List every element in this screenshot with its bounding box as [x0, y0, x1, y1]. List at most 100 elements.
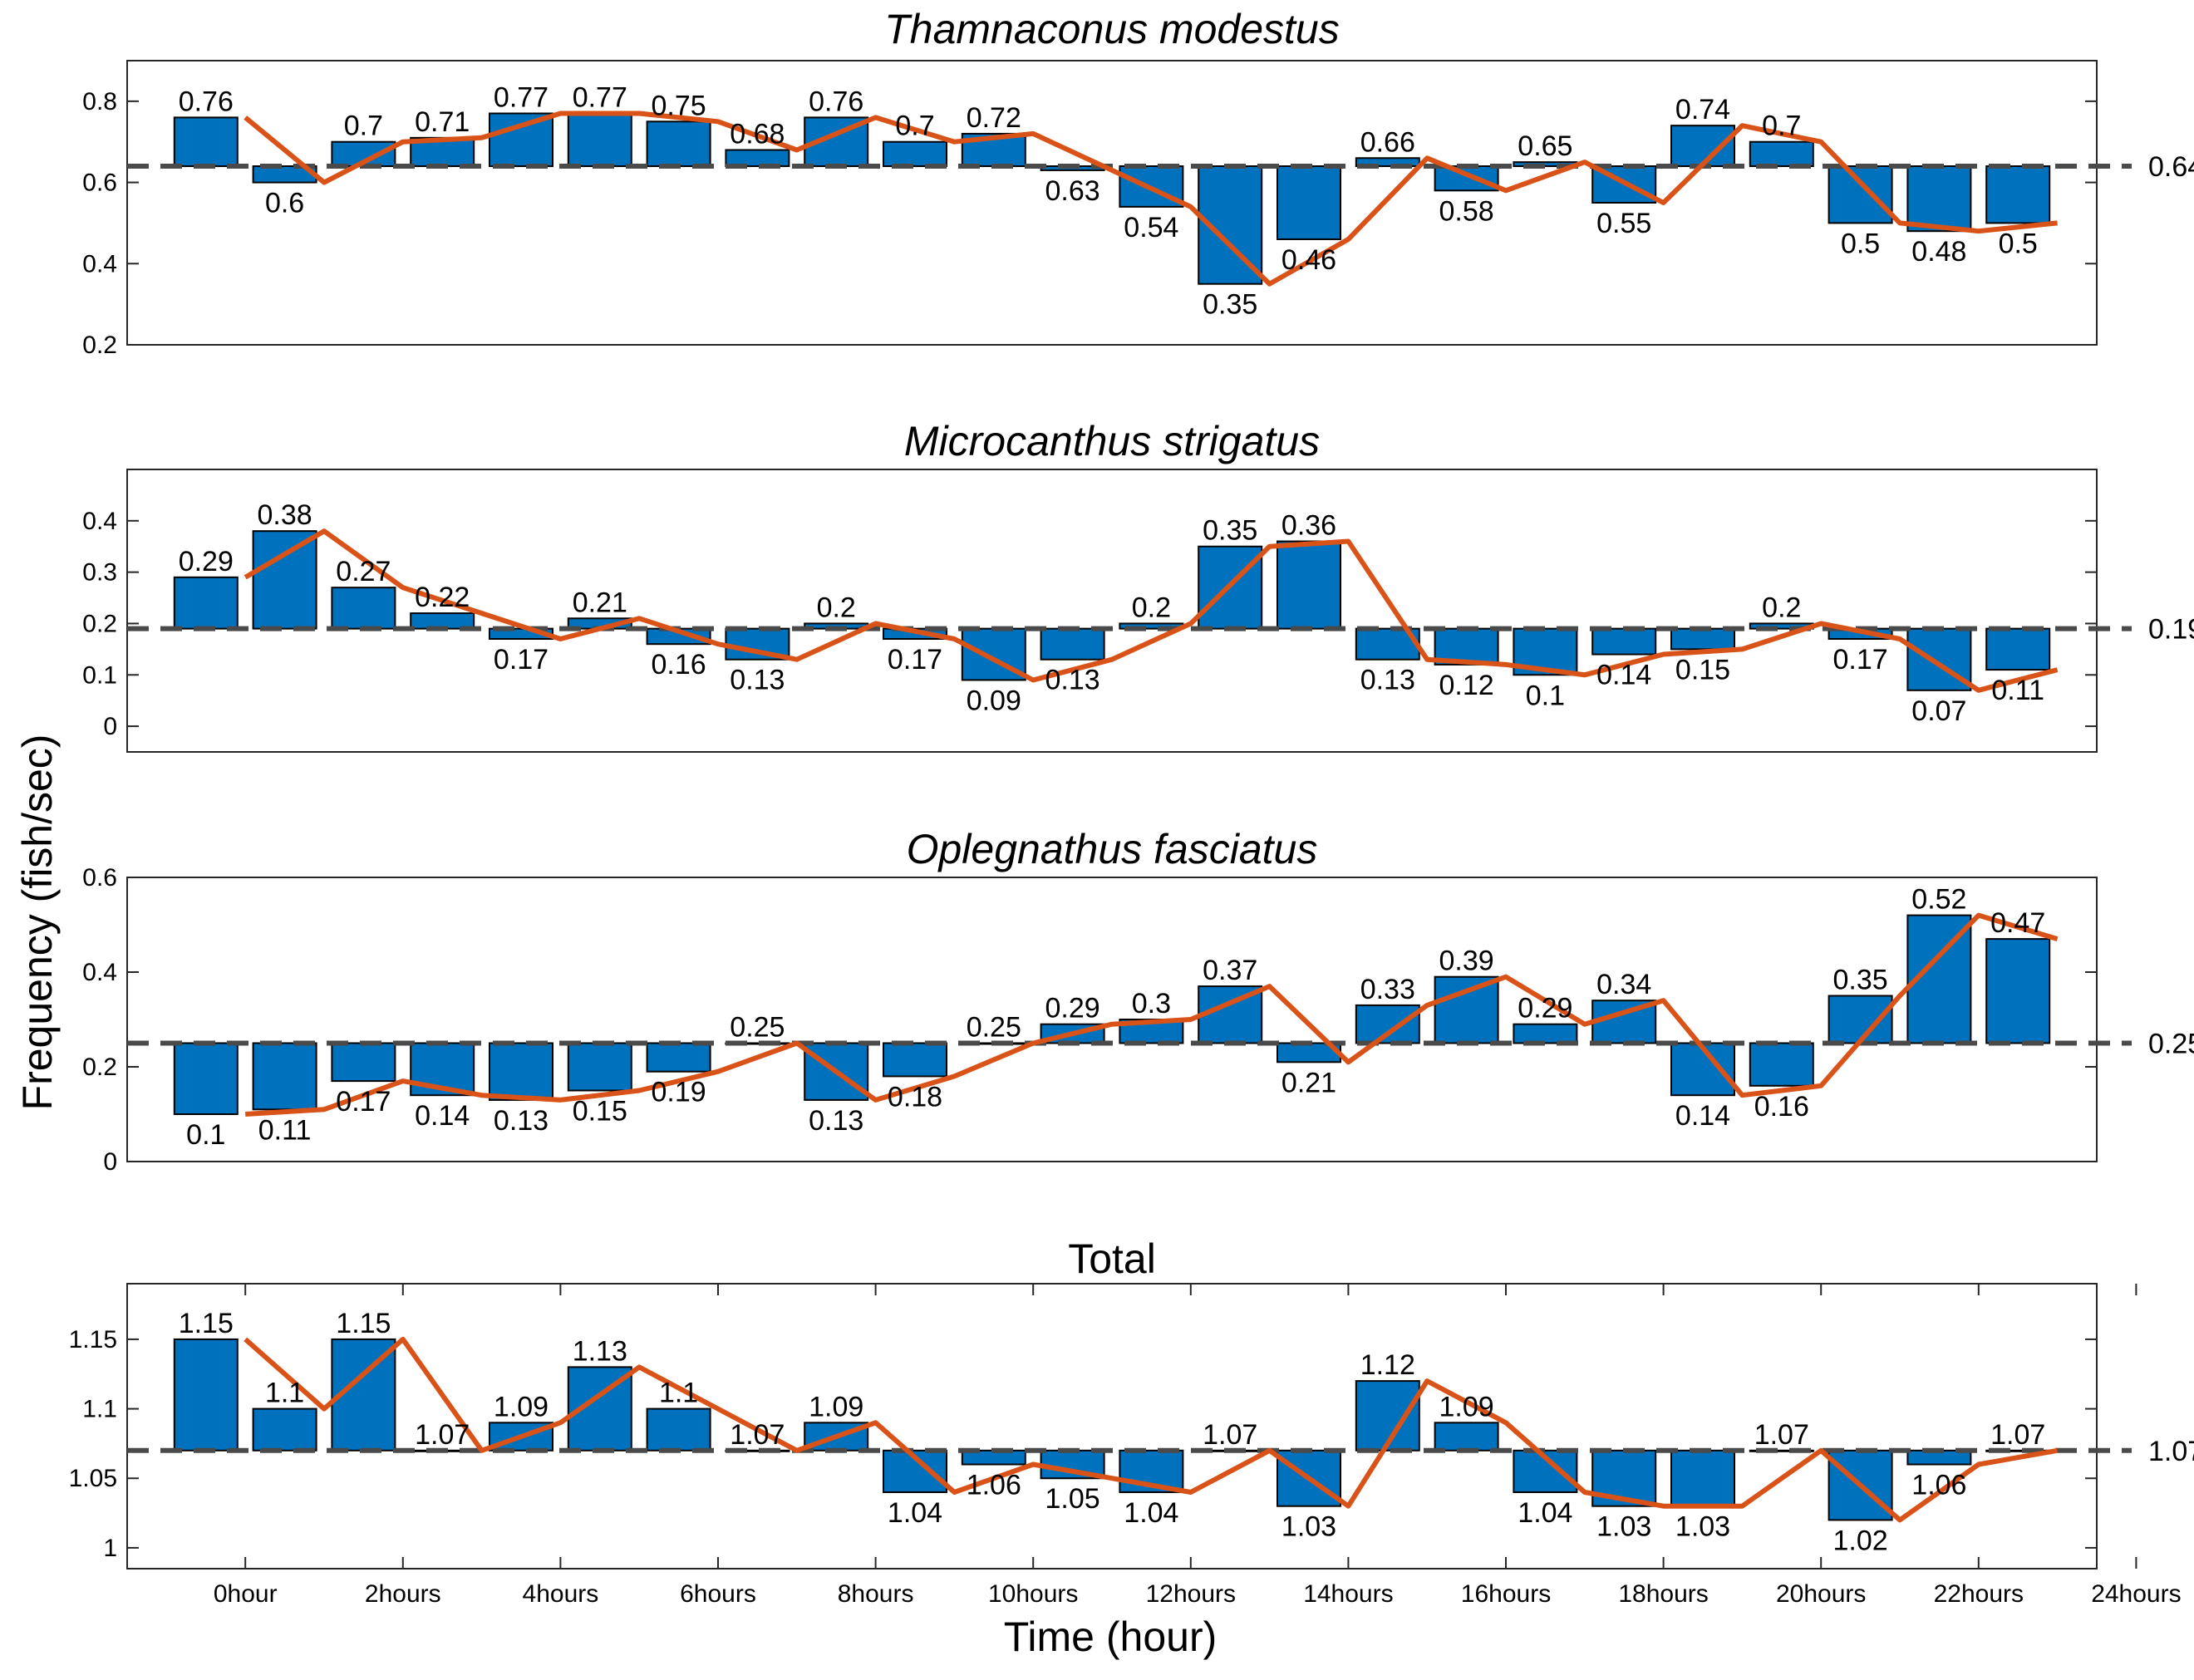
bar: [567, 1042, 632, 1092]
data-label: 1.1: [659, 1378, 698, 1409]
data-label: 0.14: [1675, 1100, 1730, 1132]
x-tick-label: 22hours: [1934, 1580, 2024, 1608]
data-label: 1.03: [1675, 1511, 1730, 1543]
bar: [489, 1042, 553, 1101]
data-label: 0.2: [1762, 592, 1801, 623]
y-tick-label: 1: [103, 1535, 117, 1562]
data-label: 0.55: [1596, 208, 1651, 239]
data-label: 1.03: [1596, 1511, 1651, 1543]
y-tick-label: 1.15: [69, 1326, 117, 1353]
data-label: 0.47: [1990, 907, 2045, 939]
data-label: 0.25: [730, 1012, 785, 1044]
data-label: 0.17: [1833, 644, 1888, 675]
bar: [1277, 540, 1341, 630]
bar: [1670, 1449, 1735, 1507]
y-tick-label: 1.1: [82, 1396, 117, 1423]
x-tick-label: 14hours: [1303, 1580, 1393, 1608]
data-label: 0.6: [265, 188, 304, 219]
reference-label: 0.25: [2148, 1029, 2194, 1060]
data-label: 1.06: [967, 1470, 1021, 1501]
data-label: 0.17: [494, 644, 548, 675]
plot-frame: [126, 60, 2098, 346]
data-label: 0.16: [1754, 1091, 1809, 1122]
panel-oplegnathus-fasciatus: Oplegnathus fasciatus 0 0.2 0.4 0.6 0.25 0.1 0.…: [82, 826, 2194, 1176]
x-axis-ticks: 0hour 2hours 4hours 6hours 8hours 10hours 12ho…: [214, 1284, 2182, 1608]
data-label: 0.7: [1762, 111, 1801, 142]
data-label: 0.1: [1526, 680, 1565, 711]
bar: [1828, 165, 1893, 224]
data-label: 0.13: [494, 1105, 548, 1137]
bar: [1434, 1422, 1499, 1452]
bar: [1198, 545, 1263, 630]
y-tick-label: 0.2: [82, 610, 117, 637]
bar: [173, 576, 239, 630]
data-label: 1.09: [494, 1391, 548, 1422]
x-tick-label: 0hour: [214, 1580, 278, 1608]
data-label: 0.29: [1045, 993, 1100, 1024]
data-label: 0.13: [730, 665, 785, 696]
bar: [489, 112, 553, 168]
data-label: 0.48: [1911, 236, 1966, 268]
y-tick-label: 0.3: [82, 559, 117, 587]
data-label: 0.77: [573, 82, 627, 114]
data-label: 0.65: [1518, 130, 1572, 162]
data-label: 1.07: [1754, 1419, 1809, 1451]
y-tick-label: 0: [103, 1148, 117, 1176]
data-label: 0.11: [258, 1114, 312, 1146]
data-label: 1.04: [888, 1497, 942, 1529]
data-label: 0.66: [1360, 126, 1415, 158]
bar: [1670, 627, 1735, 651]
data-label: 0.13: [1045, 665, 1100, 696]
data-label: 1.04: [1124, 1497, 1178, 1529]
data-label: 0.2: [817, 592, 856, 623]
data-label: 0.1: [186, 1119, 225, 1151]
x-tick-label: 18hours: [1618, 1580, 1708, 1608]
data-label: 0.29: [1518, 993, 1572, 1024]
data-label: 0.7: [895, 111, 934, 142]
data-label: 0.15: [573, 1096, 627, 1127]
bar: [725, 149, 790, 168]
bar: [331, 1042, 396, 1083]
data-label: 0.12: [1439, 670, 1494, 701]
panel-microcanthus-strigatus: Microcanthus strigatus 0 0.1 0.2 0.3 0.4 0.19 0…: [82, 418, 2194, 753]
bar: [173, 116, 239, 168]
bar: [1906, 165, 1972, 233]
bar: [173, 1338, 239, 1452]
data-label: 0.35: [1203, 289, 1257, 321]
data-label: 0.46: [1281, 244, 1336, 276]
trend-line: [244, 528, 2059, 693]
data-label: 1.1: [265, 1378, 304, 1409]
panel-title: Thamnaconus modestus: [884, 6, 1340, 52]
x-tick-label: 4hours: [523, 1580, 599, 1608]
data-label: 0.72: [967, 102, 1021, 134]
data-label: 1.04: [1518, 1497, 1572, 1529]
data-label: 0.58: [1439, 195, 1494, 227]
data-label: 1.09: [1439, 1391, 1494, 1422]
data-label: 0.19: [652, 1077, 706, 1108]
data-label: 1.15: [179, 1308, 234, 1339]
bar: [331, 587, 396, 630]
y-tick-label: 1.05: [69, 1465, 117, 1492]
bar: [1828, 995, 1893, 1044]
data-label: 1.02: [1833, 1525, 1888, 1556]
bar: [883, 140, 947, 168]
data-label: 0.15: [1675, 654, 1730, 685]
bar: [1355, 157, 1420, 168]
data-label: 0.29: [179, 546, 234, 577]
data-label: 0.27: [336, 556, 391, 587]
y-tick-label: 0.4: [82, 959, 117, 986]
x-axis-label: Time (hour): [1004, 1614, 1218, 1660]
data-label: 0.21: [573, 587, 627, 618]
x-tick-label: 8hours: [838, 1580, 914, 1608]
y-tick-label: 0.1: [82, 661, 117, 689]
data-label: 1.07: [415, 1419, 470, 1451]
data-label: 0.25: [967, 1012, 1021, 1044]
bar: [1749, 1042, 1814, 1087]
x-tick-label: 6hours: [680, 1580, 756, 1608]
bar: [252, 1407, 317, 1452]
bar: [1040, 627, 1105, 661]
data-label: 1.09: [809, 1391, 863, 1422]
data-label: 0.07: [1911, 695, 1966, 727]
data-label: 1.05: [1045, 1483, 1100, 1515]
trend-line: [245, 912, 2059, 1117]
